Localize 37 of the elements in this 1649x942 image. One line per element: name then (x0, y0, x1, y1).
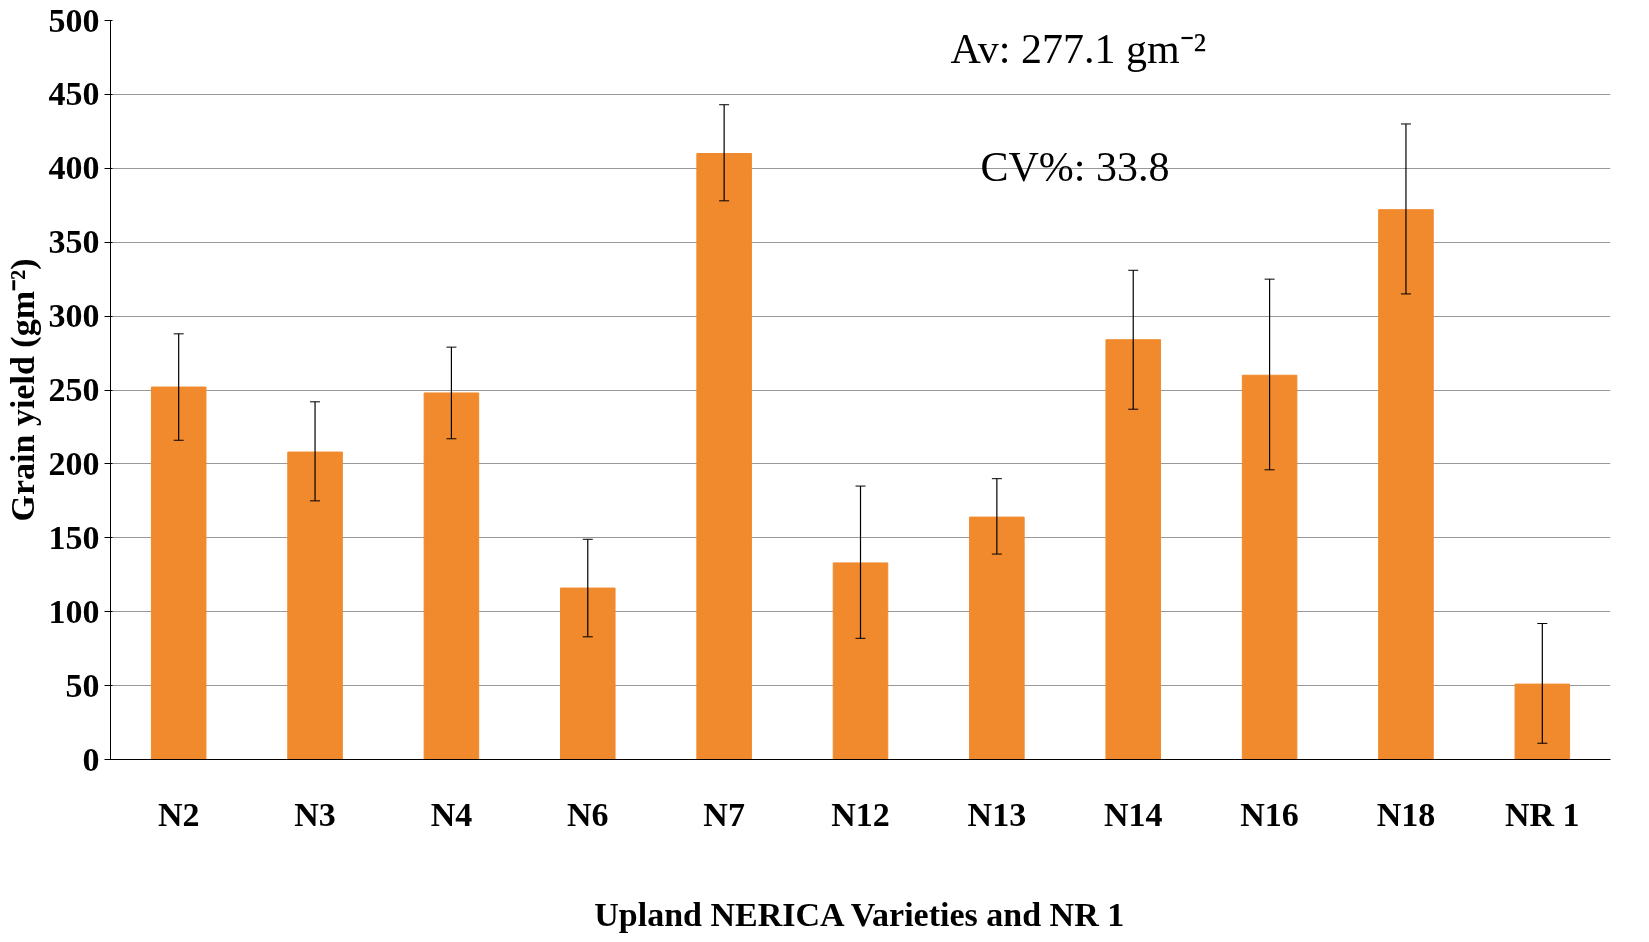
x-tick-label: N13 (967, 795, 1027, 833)
x-axis-title: Upland NERICA Varieties and NR 1 (594, 895, 1125, 933)
x-tick-label: N16 (1240, 795, 1299, 833)
y-tick-label: 0 (82, 740, 100, 778)
x-tick-label: N18 (1376, 795, 1436, 833)
x-tick-label: N7 (703, 795, 745, 833)
annotation: Av: 277.1 gm⁻² (950, 26, 1207, 73)
bar (969, 516, 1025, 760)
bar (832, 562, 889, 760)
y-tick-label: 200 (48, 444, 100, 482)
bar (696, 153, 752, 760)
bar (1105, 339, 1161, 760)
y-tick-label: 300 (48, 297, 100, 335)
x-tick-label: N14 (1103, 795, 1163, 833)
x-tick-label: N2 (157, 795, 200, 833)
bar (287, 451, 343, 760)
y-tick-label: 450 (48, 75, 100, 113)
y-tick-label: 500 (48, 1, 100, 39)
x-tick-label: N12 (831, 795, 890, 833)
bar (560, 587, 616, 760)
x-tick-label: N3 (294, 795, 336, 833)
y-tick-label: 50 (65, 666, 100, 704)
bar (423, 392, 480, 760)
y-axis-title: Grain yield (gm⁻²) (3, 258, 42, 522)
x-tick-label: NR 1 (1505, 795, 1580, 833)
y-tick-label: 250 (48, 371, 100, 408)
bar (150, 386, 207, 760)
y-tick-label: 400 (48, 149, 100, 187)
y-tick-label: 150 (48, 518, 100, 556)
y-tick-label: 100 (48, 592, 100, 630)
x-tick-label: N6 (567, 795, 609, 833)
y-tick-label: 350 (48, 223, 100, 261)
bar (1241, 374, 1298, 760)
x-tick-label: N4 (430, 795, 473, 833)
bar (1514, 683, 1571, 760)
bar (1378, 209, 1434, 760)
annotation: CV%: 33.8 (980, 144, 1170, 191)
